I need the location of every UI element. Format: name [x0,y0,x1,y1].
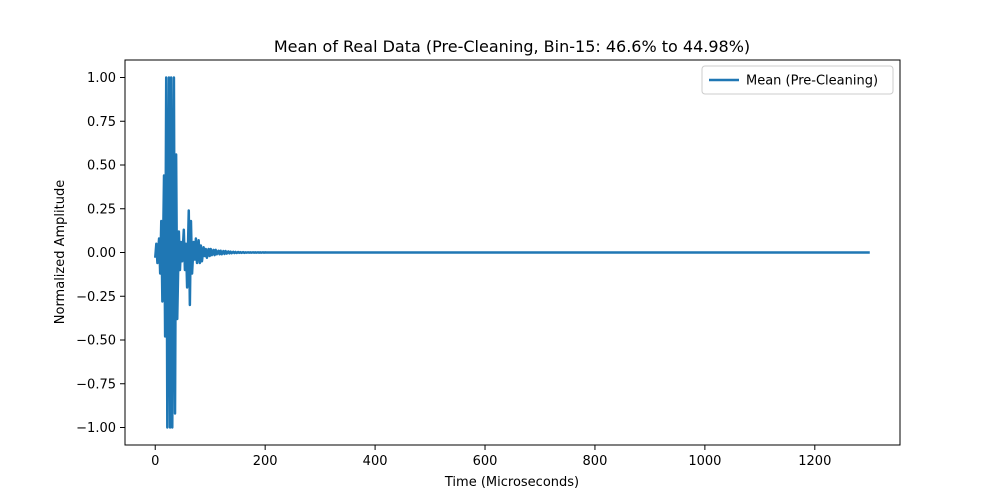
series-layer [153,76,870,429]
x-tick-label: 200 [253,454,278,469]
x-tick-label: 600 [473,454,498,469]
y-tick-label: 1.00 [87,71,116,86]
y-tick-label: 0.50 [87,159,116,174]
y-axis-label: Normalized Amplitude [53,180,68,324]
x-tick-label: 0 [151,454,159,469]
y-axis: 1.00 0.75 0.50 0.25 0.00 −0.25 −0.50 −0.75 −1.00 [76,71,125,436]
legend-label: Mean (Pre-Cleaning) [746,74,878,89]
y-tick-label: 0.75 [87,115,116,130]
y-tick-label: −0.25 [76,290,116,305]
y-tick-label: −1.00 [76,421,116,436]
x-tick-label: 1000 [688,454,721,469]
plot-area [153,76,870,429]
y-tick-label: −0.50 [76,334,116,349]
x-tick-label: 1200 [798,454,831,469]
y-tick-label: −0.75 [76,377,116,392]
y-tick-label: 0.25 [87,202,116,217]
x-tick-label: 800 [583,454,608,469]
x-axis: 0 200 400 600 800 1000 1200 [151,445,831,469]
series-line-0 [153,76,870,429]
y-tick-label: 0.00 [87,246,116,261]
legend-box [701,65,894,95]
x-axis-label: Time (Microseconds) [444,475,579,490]
x-tick-label: 400 [363,454,388,469]
legend: Mean (Pre-Cleaning) [701,65,894,95]
chart-title: Mean of Real Data (Pre-Cleaning, Bin-15:… [274,37,750,56]
